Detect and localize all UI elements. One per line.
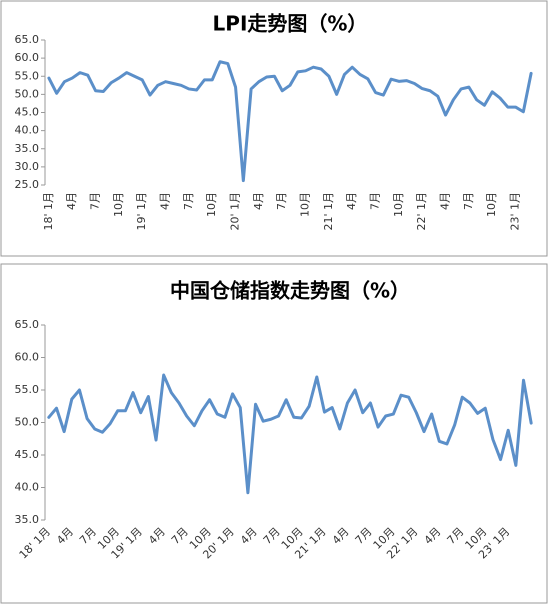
y-tick-label: 35.0 (15, 142, 40, 155)
x-tick-label: 4月 (65, 192, 78, 210)
line-series (47, 60, 533, 183)
y-tick-label: 55.0 (15, 383, 40, 396)
y-tick-label: 25.0 (15, 178, 40, 191)
x-tick-label: 7月 (369, 192, 382, 210)
x-tick-label: 4月 (439, 192, 452, 210)
x-tick-label: 22' 1月 (415, 192, 428, 231)
y-tick-label: 60.0 (15, 51, 40, 64)
x-tick-label: 21' 1月 (322, 192, 335, 231)
x-tick-label: 4月 (422, 525, 444, 547)
x-tick-label: 4月 (54, 525, 76, 547)
y-tick-label: 65.0 (15, 318, 40, 331)
x-tick-label: 10月 (205, 192, 218, 217)
y-tick-label: 45.0 (15, 448, 40, 461)
x-tick-label: 7月 (275, 192, 288, 210)
x-tick-label: 18' 1月 (42, 192, 55, 231)
y-tick-label: 60.0 (15, 351, 40, 364)
x-tick-label: 18' 1月 (17, 525, 53, 561)
chart-title: LPI走势图（%） (213, 12, 368, 36)
y-tick-label: 40.0 (15, 481, 40, 494)
line-series (47, 373, 533, 495)
x-tick-label: 19' 1月 (135, 192, 148, 231)
y-tick-label: 55.0 (15, 69, 40, 82)
x-tick-label: 23' 1月 (509, 192, 522, 231)
y-tick-label: 30.0 (15, 160, 40, 173)
frame (0, 0, 548, 257)
y-tick-label: 50.0 (15, 87, 40, 100)
x-tick-label: 20' 1月 (229, 192, 242, 231)
x-tick-label: 4月 (159, 192, 172, 210)
x-tick-label: 10月 (112, 192, 125, 217)
y-tick-label: 40.0 (15, 124, 40, 137)
x-tick-label: 7月 (89, 192, 102, 210)
x-tick-label: 10月 (392, 192, 405, 217)
x-tick-label: 7月 (182, 192, 195, 210)
x-tick-label: 10月 (299, 192, 312, 217)
x-tick-label: 4月 (146, 525, 168, 547)
y-tick-label: 45.0 (15, 106, 40, 119)
x-tick-label: 4月 (252, 192, 265, 210)
x-tick-label: 4月 (238, 525, 260, 547)
x-tick-label: 10月 (485, 192, 498, 217)
frame (0, 263, 548, 604)
y-tick-label: 50.0 (15, 416, 40, 429)
y-tick-label: 65.0 (15, 33, 40, 46)
x-tick-label: 4月 (330, 525, 352, 547)
x-tick-label: 7月 (462, 192, 475, 210)
x-tick-label: 4月 (345, 192, 358, 210)
chart-title: 中国仓储指数走势图（%） (170, 279, 410, 303)
y-tick-label: 35.0 (15, 513, 40, 526)
